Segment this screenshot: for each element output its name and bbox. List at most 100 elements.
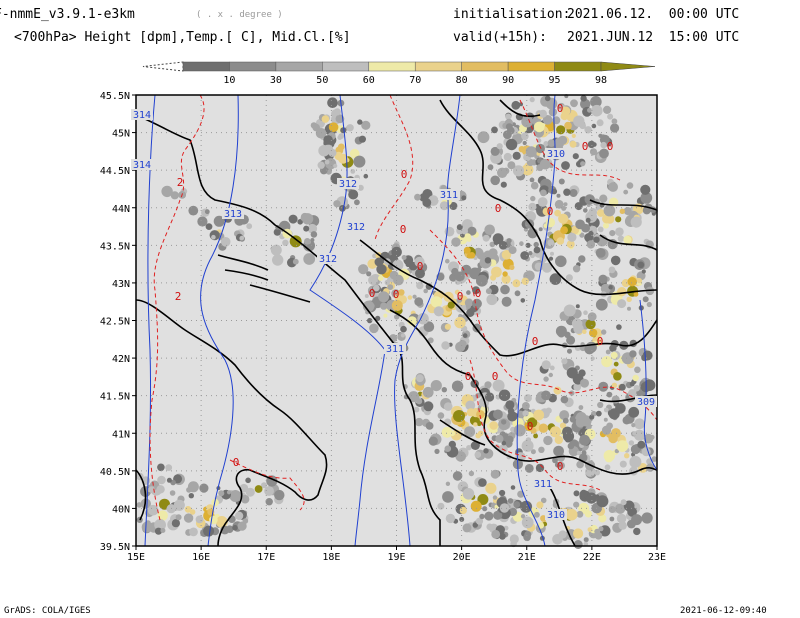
cloud-cell [538, 423, 549, 433]
temperature-label: 0 [492, 370, 499, 383]
cloud-cell [380, 302, 388, 310]
cloud-cell [507, 161, 516, 170]
cloud-cell [441, 426, 453, 438]
temperature-label: 0 [401, 168, 408, 181]
cloud-cell [520, 500, 533, 513]
temperature-label: 0 [527, 420, 534, 433]
cloud-cell [245, 477, 251, 484]
cloud-cell [451, 267, 459, 276]
cloud-cell [524, 464, 534, 473]
cloud-cell [501, 274, 511, 284]
cloud-cell [521, 132, 529, 141]
height-label: 311 [440, 190, 458, 201]
cloud-cell [578, 255, 586, 263]
cloud-cell [414, 256, 425, 267]
cloud-cell [608, 182, 618, 192]
cloud-cell [506, 238, 512, 244]
cloud-cell [147, 504, 159, 516]
cloud-cell [368, 275, 378, 286]
temperature-label: 0 [457, 290, 464, 303]
cloud-cell [601, 329, 607, 335]
cloud-cell [445, 481, 451, 486]
cloud-cell [367, 317, 373, 324]
cloud-cell [468, 252, 476, 259]
cloud-cell [505, 113, 512, 120]
cloud-cell [444, 323, 451, 330]
cloud-cell [579, 489, 588, 498]
cloud-cell [597, 226, 604, 233]
cloud-cell [646, 301, 652, 308]
cloud-cell [240, 494, 250, 504]
cloud-cell [384, 279, 390, 286]
cloud-cell [272, 254, 284, 266]
cloud-cell [451, 380, 464, 392]
colorbar-label: 98 [595, 75, 607, 86]
cloud-cell [510, 485, 516, 490]
cloud-cell [610, 255, 621, 266]
cloud-cell [340, 127, 347, 134]
cloud-cell [301, 213, 314, 225]
cloud-cell [203, 525, 215, 537]
cloud-cell [608, 506, 616, 513]
cloud-cell [587, 312, 597, 321]
cloud-cell [197, 216, 208, 227]
cloud-cell [479, 513, 485, 520]
cloud-cell [563, 202, 568, 207]
cloud-cell [199, 483, 209, 493]
cloud-cell [573, 528, 584, 539]
cloud-cell [165, 464, 173, 471]
cloud-cell [443, 402, 453, 411]
cloud-cell [572, 153, 579, 160]
lon-label: 20E [453, 552, 471, 563]
cloud-cell [567, 348, 572, 354]
cloud-cell [512, 412, 518, 418]
colorbar-high-arrow [600, 61, 656, 72]
lat-label: 40.5N [100, 467, 130, 478]
cloud-cell [472, 522, 478, 528]
cloud-cell [615, 503, 626, 514]
cloud-cell [555, 325, 567, 337]
cloud-cell [354, 199, 360, 206]
cloud-cell [433, 306, 444, 317]
cloud-cell [521, 516, 534, 529]
height-label: 311 [534, 479, 552, 490]
cloud-cell [437, 502, 445, 510]
cloud-cell [416, 281, 424, 290]
lat-label: 45.5N [100, 91, 130, 102]
height-label: 310 [547, 510, 565, 521]
cloud-cell [618, 521, 627, 530]
cloud-cell [394, 314, 400, 320]
cloud-cell [608, 433, 618, 444]
cloud-cell [629, 350, 637, 358]
cloud-cell [461, 264, 472, 275]
lat-label: 45N [112, 129, 130, 140]
cloud-cell [496, 143, 503, 150]
cloud-cell [310, 231, 318, 238]
cloud-cell [303, 225, 310, 232]
cloud-cell [466, 236, 472, 242]
cloud-cell [552, 457, 558, 464]
cloud-cell [474, 451, 482, 459]
height-label: 314 [133, 160, 151, 171]
cloud-cell [617, 235, 625, 242]
cloud-cell [632, 431, 637, 436]
cloud-cell [525, 146, 537, 158]
cloud-cell [462, 523, 472, 533]
cloud-cell [579, 232, 585, 238]
cloud-cell [485, 288, 492, 295]
cloud-cell [289, 235, 302, 248]
cloud-cell [323, 135, 333, 145]
cloud-cell [595, 248, 606, 258]
cloud-cell [629, 455, 642, 468]
cloud-cell [520, 298, 526, 303]
cloud-cell [573, 383, 582, 391]
cloud-cell [486, 294, 498, 306]
cloud-cell [211, 234, 216, 240]
cloud-cell [459, 506, 467, 515]
cloud-cell [530, 427, 537, 434]
cloud-cell [519, 241, 524, 246]
cloud-cell [578, 369, 586, 377]
cloud-cell [186, 487, 192, 493]
cloud-cell [538, 446, 545, 453]
cloud-cell [607, 113, 614, 120]
